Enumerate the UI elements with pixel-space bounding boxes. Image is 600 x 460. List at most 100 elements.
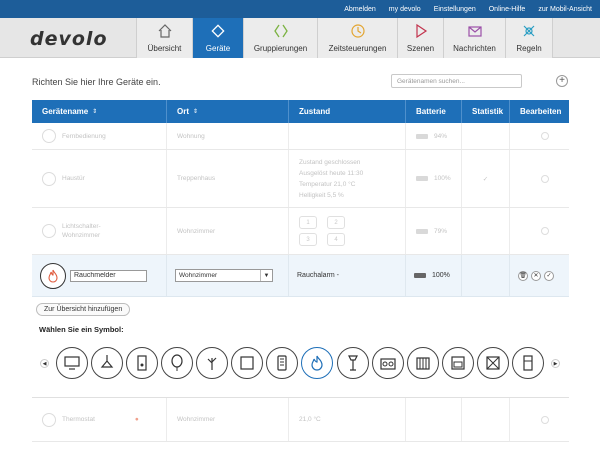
door-contact-icon bbox=[42, 171, 56, 186]
smoke-detector-icon bbox=[40, 262, 66, 289]
confirm-icon[interactable]: ✓ bbox=[544, 270, 554, 281]
next-arrow-icon[interactable]: ▶ bbox=[551, 359, 560, 368]
nav-nachrichten[interactable]: Nachrichten bbox=[443, 18, 505, 58]
battery-icon bbox=[416, 176, 428, 181]
table-header: Gerätename ⇕ Ort ⇕ Zustand Batterie Statis… bbox=[32, 100, 569, 123]
col-header-name[interactable]: Gerätename ⇕ bbox=[32, 100, 167, 123]
state-line: Ausgelöst heute 11:30 bbox=[299, 169, 364, 177]
main-nav: Übersicht Geräte Gruppierungen Zeitsteue… bbox=[136, 18, 553, 58]
radiator-icon[interactable] bbox=[406, 347, 439, 379]
rules-icon bbox=[520, 22, 538, 40]
device-name-input[interactable] bbox=[70, 269, 147, 282]
state-line: Temperatur 21,0 °C bbox=[299, 180, 356, 188]
fridge-icon[interactable] bbox=[511, 347, 544, 379]
nav-regeln[interactable]: Regeln bbox=[505, 18, 553, 58]
nav-gruppierungen[interactable]: Gruppierungen bbox=[243, 18, 317, 58]
device-location: Wohnung bbox=[177, 132, 205, 140]
blank-square-icon[interactable] bbox=[231, 347, 264, 379]
table-row[interactable]: Haustür Treppenhaus Zustand geschlossen … bbox=[32, 150, 569, 208]
sort-icon: ⇕ bbox=[92, 109, 98, 115]
ceiling-lamp-icon[interactable] bbox=[91, 347, 124, 379]
nav-label: Gruppierungen bbox=[253, 44, 308, 53]
floor-lamp-icon[interactable] bbox=[336, 347, 369, 379]
switch-key[interactable]: 3 bbox=[299, 233, 317, 246]
table-row[interactable]: Lichtschalter-Wohnzimmer Wohnzimmer 1 2 … bbox=[32, 208, 569, 255]
switch-key[interactable]: 2 bbox=[327, 216, 345, 229]
mobile-view-link[interactable]: zur Mobil-Ansicht bbox=[538, 5, 592, 13]
gear-icon[interactable] bbox=[540, 132, 549, 140]
diamond-icon bbox=[209, 22, 227, 40]
sort-icon: ⇕ bbox=[193, 109, 199, 115]
door-contact-icon[interactable] bbox=[126, 347, 159, 379]
col-header-location[interactable]: Ort ⇕ bbox=[167, 100, 289, 123]
device-location: Treppenhaus bbox=[177, 175, 216, 182]
room-select[interactable]: Wohnzimmer ▼ bbox=[175, 269, 273, 282]
battery-icon bbox=[416, 133, 428, 139]
room-select-value: Wohnzimmer bbox=[179, 272, 218, 279]
delete-icon[interactable]: 🗑 bbox=[518, 270, 528, 281]
light-switch-icon bbox=[42, 224, 56, 238]
online-help-link[interactable]: Online-Hilfe bbox=[488, 5, 526, 13]
header: devolo Übersicht Geräte Gruppierungen Ze… bbox=[0, 18, 600, 58]
nav-label: Regeln bbox=[516, 44, 542, 53]
radio-icon[interactable] bbox=[371, 347, 404, 379]
gear-icon[interactable] bbox=[540, 415, 549, 424]
device-table: Gerätename ⇕ Ort ⇕ Zustand Batterie Statis… bbox=[32, 100, 569, 442]
gear-icon[interactable] bbox=[540, 227, 549, 235]
nav-geraete[interactable]: Geräte bbox=[192, 18, 243, 58]
prev-arrow-icon[interactable]: ◀ bbox=[40, 359, 49, 368]
nav-label: Szenen bbox=[406, 44, 435, 53]
col-header-battery: Batterie bbox=[406, 100, 462, 123]
settings-link[interactable]: Einstellungen bbox=[433, 5, 476, 13]
tv-icon[interactable] bbox=[56, 347, 88, 379]
symbol-strip bbox=[56, 347, 544, 381]
device-search-input[interactable] bbox=[391, 74, 522, 88]
battery-value: 79% bbox=[434, 227, 448, 235]
table-row[interactable]: Thermostat ● Wohnzimmer 21,0 °C bbox=[32, 398, 569, 442]
balloon-icon[interactable] bbox=[161, 347, 194, 379]
switch-key[interactable]: 1 bbox=[299, 216, 317, 229]
table-row[interactable]: Fernbedienung Wohnung 94% bbox=[32, 123, 569, 150]
my-devolo-link[interactable]: my devolo bbox=[388, 5, 421, 13]
no-symbol-icon[interactable] bbox=[476, 347, 509, 379]
stove-icon[interactable] bbox=[441, 347, 474, 379]
nav-label: Nachrichten bbox=[453, 44, 496, 53]
devolo-logo[interactable]: devolo bbox=[30, 28, 108, 50]
envelope-icon bbox=[466, 22, 484, 40]
top-links: Abmelden my devolo Einstellungen Online-… bbox=[344, 0, 592, 18]
nav-szenen[interactable]: Szenen bbox=[397, 18, 443, 58]
battery-value: 100% bbox=[432, 272, 450, 279]
battery-icon bbox=[414, 273, 426, 278]
switch-keys: 1 2 3 4 bbox=[299, 216, 345, 246]
cancel-icon[interactable]: ✕ bbox=[531, 270, 541, 281]
fire-icon[interactable] bbox=[301, 347, 334, 379]
add-device-button[interactable]: + bbox=[556, 75, 568, 87]
device-location: Wohnzimmer bbox=[177, 416, 216, 423]
thermostat-icon bbox=[42, 412, 56, 427]
logout-link[interactable]: Abmelden bbox=[344, 5, 376, 13]
battery-icon bbox=[416, 228, 428, 234]
statistics-check-icon[interactable]: ✓ bbox=[482, 175, 489, 183]
state-line: Zustand geschlossen bbox=[299, 158, 361, 166]
col-header-statistics: Statistik bbox=[462, 100, 510, 123]
edit-actions: 🗑 ✕ ✓ bbox=[518, 270, 554, 281]
symbol-panel-title: Wählen Sie ein Symbol: bbox=[39, 325, 124, 334]
nav-label: Übersicht bbox=[147, 44, 182, 53]
home-icon bbox=[156, 22, 174, 40]
play-icon bbox=[412, 22, 430, 40]
remote-icon bbox=[42, 129, 56, 143]
chevron-down-icon: ▼ bbox=[260, 270, 272, 281]
add-to-overview-button[interactable]: Zur Übersicht hinzufügen bbox=[36, 303, 131, 316]
symbol-panel: Zur Übersicht hinzufügen Wählen Sie ein … bbox=[32, 297, 569, 398]
plant-icon[interactable] bbox=[196, 347, 229, 379]
clock-icon bbox=[349, 22, 367, 40]
switch-key[interactable]: 4 bbox=[327, 233, 345, 246]
nav-uebersicht[interactable]: Übersicht bbox=[136, 18, 192, 58]
remote-icon[interactable] bbox=[266, 347, 299, 379]
group-icon bbox=[272, 22, 290, 40]
table-row-editing: Wohnzimmer ▼ Rauchalarm - 100% 🗑 ✕ ✓ bbox=[32, 255, 569, 297]
col-header-edit: Bearbeiten bbox=[520, 107, 562, 116]
gear-icon[interactable] bbox=[540, 174, 549, 183]
page-intro: Richten Sie hier Ihre Geräte ein. bbox=[32, 77, 161, 87]
nav-zeitsteuerungen[interactable]: Zeitsteuerungen bbox=[317, 18, 397, 58]
